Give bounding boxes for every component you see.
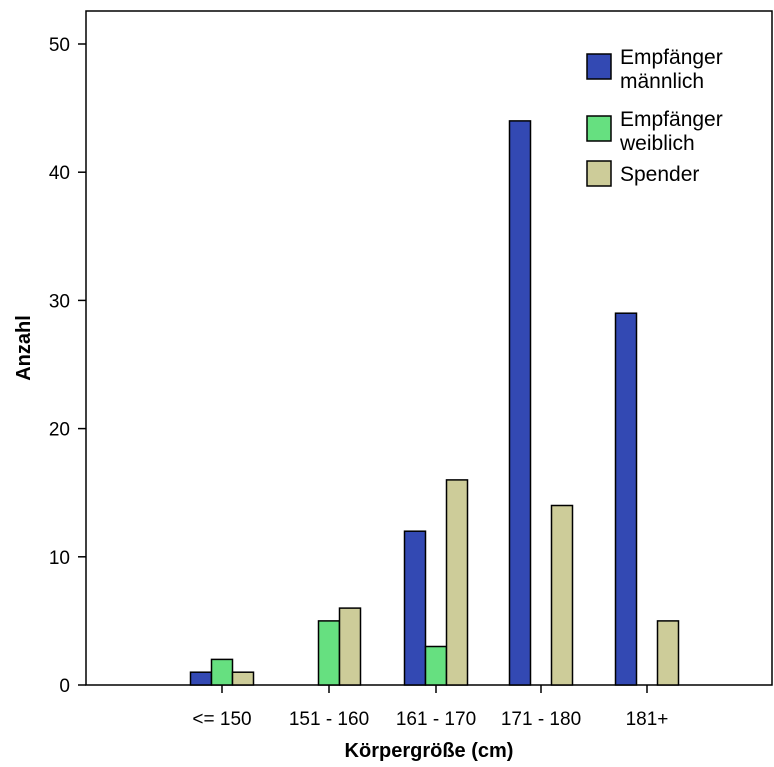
y-tick-label: 20: [49, 420, 70, 441]
bar-series-1-cat-5: [614, 312, 638, 686]
x-tick-label: 171 - 180: [501, 709, 581, 730]
y-tick-label: 10: [49, 548, 70, 569]
y-axis-title: Anzahl: [13, 315, 35, 381]
legend-swatch-3: [586, 160, 612, 187]
bar-series-2-cat-1: [210, 658, 234, 686]
x-tick-label: 151 - 160: [289, 709, 369, 730]
bar-series-3-cat-2: [338, 607, 362, 686]
y-axis: 0 10 20 30 40 50: [49, 35, 86, 697]
legend-label-2: Empfänger: [620, 108, 723, 131]
y-tick-label: 50: [49, 35, 70, 56]
legend-swatch-2: [586, 115, 612, 142]
bars-group: [189, 120, 680, 686]
bar-series-1-cat-4: [508, 120, 532, 686]
bar-series-2-cat-2: [317, 620, 341, 686]
x-axis-title: Körpergröße (cm): [345, 740, 514, 762]
bar-series-3-cat-3: [445, 479, 469, 686]
x-tick-label: 181+: [626, 709, 669, 730]
x-tick-label: <= 150: [192, 709, 251, 730]
bar-series-1-cat-3: [403, 530, 427, 686]
x-tick-label: 161 - 170: [396, 709, 476, 730]
legend-label-1: Empfänger: [620, 46, 723, 69]
bar-series-3-cat-5: [656, 620, 680, 686]
legend-label-2: weiblich: [619, 132, 695, 155]
y-tick-label: 40: [49, 163, 70, 184]
bar-series-3-cat-1: [231, 671, 255, 686]
x-axis: <= 150 151 - 160 161 - 170 171 - 180 181+: [192, 685, 668, 730]
y-tick-label: 30: [49, 291, 70, 312]
legend-label-3: Spender: [620, 163, 699, 186]
bar-series-2-cat-3: [424, 645, 448, 686]
legend: EmpfängermännlichEmpfängerweiblichSpende…: [586, 46, 723, 187]
bar-series-1-cat-1: [189, 671, 213, 686]
legend-label-1: männlich: [620, 70, 704, 93]
bar-series-3-cat-4: [550, 504, 574, 686]
legend-swatch-1: [586, 53, 612, 80]
y-tick-label: 0: [59, 676, 70, 697]
